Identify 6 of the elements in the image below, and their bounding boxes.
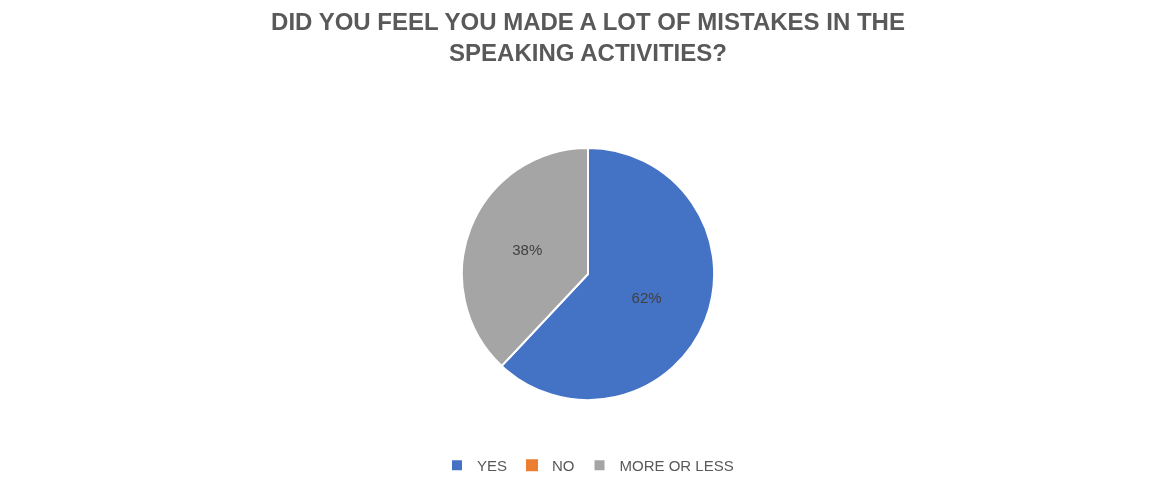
legend-label: YES [477, 457, 508, 475]
data-label: 62% [631, 288, 662, 306]
data-label: 38% [512, 241, 543, 259]
legend-label: NO [552, 457, 575, 475]
chart-title: DID YOU FEEL YOU MADE A LOT OF MISTAKES IN THE SPEAKING ACTIVITIES? [271, 7, 905, 67]
legend-label: MORE OR LESS [619, 457, 734, 475]
